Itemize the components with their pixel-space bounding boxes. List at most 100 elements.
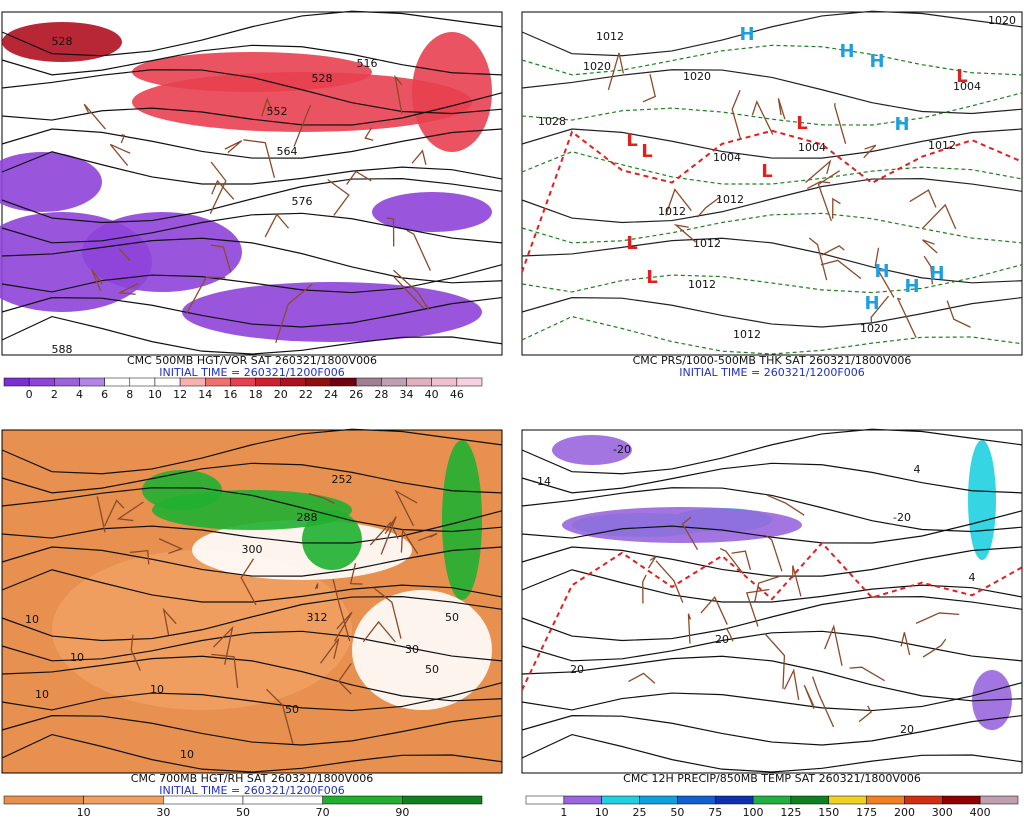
- contour-line: [521, 655, 1023, 702]
- contour-line: [1, 682, 503, 712]
- contour-label: 300: [242, 543, 263, 556]
- contour-label: 10: [70, 651, 84, 664]
- shaded-region: [0, 152, 102, 212]
- caption: CMC PRS/1000-500MB THK SAT 260321/1800V0…: [633, 354, 912, 367]
- colorbar-label: 50: [236, 806, 250, 819]
- thickness-line: [521, 541, 1023, 691]
- colorbar-label: 40: [425, 388, 439, 401]
- contour-line: [521, 682, 1023, 712]
- colorbar-label: 24: [324, 388, 338, 401]
- shaded-region: [442, 440, 482, 600]
- pressure-center: L: [641, 141, 652, 162]
- border-line: [792, 565, 802, 597]
- contour-line: [1, 296, 503, 328]
- map-panel: 1012 1020 1020 1028 1004 1004 1012 1012 1012 1012…: [521, 10, 1023, 356]
- contour-line: [521, 92, 1023, 126]
- map-panel: 528 516 528 552 564 576 588: [0, 10, 503, 356]
- contour-label: 50: [285, 703, 299, 716]
- contour-label: 4: [914, 463, 921, 476]
- border-line: [751, 99, 774, 135]
- colorbar-box: [322, 795, 403, 805]
- colorbar-label: 70: [316, 806, 330, 819]
- border-line: [406, 229, 431, 271]
- colorbar-box: [790, 795, 830, 805]
- contour-label: 1012: [693, 237, 721, 250]
- contour-label: 1004: [713, 151, 741, 164]
- border-line: [915, 612, 960, 624]
- contour-line: [1, 10, 503, 57]
- border-line: [909, 189, 937, 208]
- border-line: [293, 104, 312, 147]
- contour-label: 1004: [798, 141, 826, 154]
- contour-label: 20: [715, 633, 729, 646]
- contour-label: 1012: [658, 205, 686, 218]
- contour-label: -20: [613, 443, 631, 456]
- shaded-region: [412, 32, 492, 152]
- contour-line: [1, 733, 503, 773]
- border-line: [783, 668, 800, 700]
- border-line: [369, 521, 399, 546]
- colorbar-label: 2: [51, 388, 58, 401]
- initial-time: INITIAL TIME = 260321/1200F006: [679, 366, 864, 379]
- border-line: [777, 98, 786, 120]
- colorbar-box: [381, 377, 407, 387]
- border-line: [766, 494, 805, 516]
- colorbar-box: [205, 377, 231, 387]
- border-line: [380, 516, 397, 555]
- border-line: [874, 247, 895, 298]
- colorbar-box: [431, 377, 458, 387]
- border-line: [319, 638, 340, 664]
- border-line: [308, 493, 335, 504]
- colorbar-label: 75: [708, 806, 722, 819]
- contour-label: 20: [570, 663, 584, 676]
- contour-line: [521, 510, 1023, 544]
- contour-line: [1, 630, 503, 662]
- contour-label: 528: [312, 72, 333, 85]
- border-line: [394, 489, 418, 527]
- border-line: [209, 161, 227, 214]
- border-line: [392, 269, 430, 310]
- border-line: [900, 632, 911, 656]
- contour-line: [521, 630, 1023, 662]
- contour-line: [1, 264, 503, 294]
- shaded-region: [552, 435, 632, 465]
- border-line: [725, 627, 734, 642]
- pressure-center: L: [761, 161, 772, 182]
- border-line: [811, 676, 835, 728]
- shaded-region: [82, 212, 242, 292]
- colorbar-label: 10: [77, 806, 91, 819]
- border-line: [120, 134, 126, 144]
- contour-label: -14: [533, 475, 551, 488]
- border-line: [824, 624, 843, 666]
- contour-line: [1, 596, 503, 642]
- colorbar-box: [402, 795, 483, 805]
- border-line: [400, 528, 419, 555]
- border-line: [275, 283, 313, 344]
- border-line: [647, 555, 657, 569]
- border-line: [655, 560, 684, 603]
- contour-line: [521, 596, 1023, 642]
- contour-label: 10: [35, 688, 49, 701]
- border-line: [803, 684, 815, 709]
- pressure-center: H: [864, 293, 879, 314]
- contour-label: 50: [445, 611, 459, 624]
- border-line: [373, 587, 402, 639]
- border-line: [362, 620, 396, 643]
- contour-label: 516: [357, 57, 378, 70]
- colorbar-box: [979, 795, 1019, 805]
- contour-label: 4: [969, 571, 976, 584]
- border-line: [109, 143, 131, 166]
- border-line: [266, 688, 294, 744]
- colorbar-label: 22: [299, 388, 313, 401]
- contour-label: 10: [150, 683, 164, 696]
- contour-line: [1, 546, 503, 577]
- colorbar-label: 6: [101, 388, 108, 401]
- border-line: [673, 224, 697, 243]
- colorbar-box: [305, 377, 332, 387]
- border-line: [806, 181, 831, 190]
- shaded-region: [302, 510, 362, 570]
- colorbar-box: [54, 377, 80, 387]
- colorbar-box: [714, 795, 754, 805]
- contour-line: [1, 212, 503, 244]
